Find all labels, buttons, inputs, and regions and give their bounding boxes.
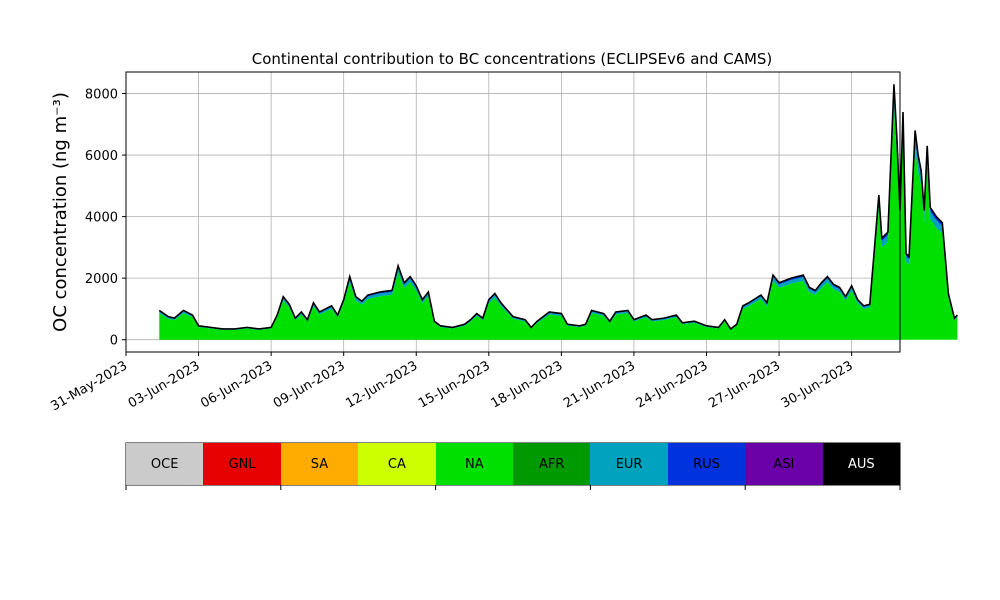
legend-item-eur: EUR xyxy=(590,443,668,485)
legend-item-aus: AUS xyxy=(822,443,900,485)
x-tick-label: 21-Jun-2023 xyxy=(561,358,638,411)
legend-item-label: OCE xyxy=(150,456,179,472)
y-tick-label: 0 xyxy=(110,334,118,349)
total-outline-line xyxy=(158,84,959,331)
x-tick-label: 03-Jun-2023 xyxy=(126,358,203,411)
area-series-na xyxy=(159,107,958,340)
legend-item-label: RUS xyxy=(693,456,720,472)
legend-item-ca: CA xyxy=(358,443,436,485)
plot-area-frame xyxy=(125,71,901,353)
legend-item-sa: SA xyxy=(280,443,359,485)
legend-item-label: GNL xyxy=(228,456,256,472)
y-tick-label: 8000 xyxy=(85,88,118,103)
y-axis-label: OC concentration (ng m⁻³) xyxy=(50,92,71,332)
x-tick-label: 27-Jun-2023 xyxy=(706,358,783,411)
chart-title: Continental contribution to BC concentra… xyxy=(252,50,773,68)
legend-item-label: EUR xyxy=(615,456,643,472)
x-tick-label: 09-Jun-2023 xyxy=(271,358,348,411)
legend-item-gnl: GNL xyxy=(203,443,281,485)
legend-item-rus: RUS xyxy=(667,443,746,485)
x-tick-label: 30-Jun-2023 xyxy=(779,358,856,411)
legend-item-label: ASI xyxy=(773,456,795,472)
stacked-area-series xyxy=(158,84,959,340)
x-tick-label: 24-Jun-2023 xyxy=(634,358,711,411)
x-tick-label: 15-Jun-2023 xyxy=(416,358,493,411)
legend-item-afr: AFR xyxy=(513,443,591,485)
x-tick-label: 18-Jun-2023 xyxy=(489,358,566,411)
legend-item-label: CA xyxy=(387,456,406,472)
legend-item-na: NA xyxy=(435,443,513,485)
legend-item-label: NA xyxy=(464,456,484,472)
y-axis-ticks: 0 2000 4000 6000 8000 xyxy=(85,88,126,349)
legend-item-oce: OCE xyxy=(126,443,204,485)
y-tick-label: 6000 xyxy=(85,149,118,164)
legend-item-label: SA xyxy=(310,456,329,472)
y-tick-label: 4000 xyxy=(85,211,118,226)
x-tick-label: 06-Jun-2023 xyxy=(198,358,275,411)
x-tick-label: 12-Jun-2023 xyxy=(343,358,420,411)
x-axis-ticks: 31-May-202303-Jun-202306-Jun-202309-Jun-… xyxy=(48,352,856,414)
legend-item-asi: ASI xyxy=(745,443,823,485)
x-tick-label: 31-May-2023 xyxy=(48,358,130,414)
legend-colorbar-ticks xyxy=(125,485,901,490)
y-tick-label: 2000 xyxy=(85,272,118,287)
legend-item-label: AFR xyxy=(538,456,565,472)
legend-item-label: AUS xyxy=(847,456,875,472)
